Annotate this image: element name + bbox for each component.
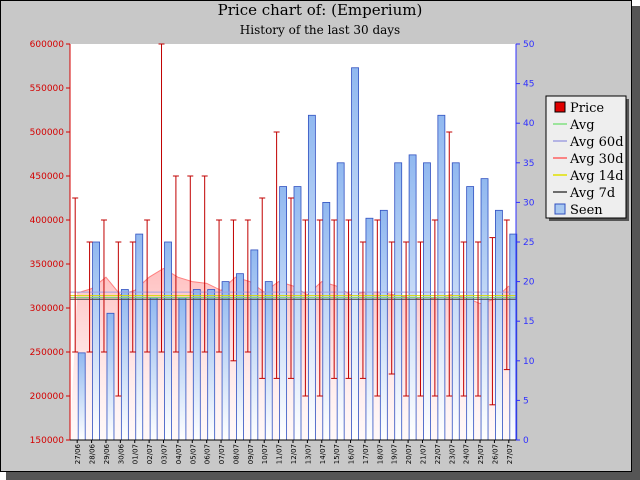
seen-bar (495, 209, 503, 441)
seen-bar (149, 297, 158, 441)
x-tick-label: 27/07 (506, 444, 514, 464)
right-tick-label: 50 (523, 40, 535, 50)
x-tick-label: 18/07 (376, 444, 384, 464)
x-tick-label: 29/06 (103, 443, 111, 464)
seen-bar (423, 162, 431, 441)
x-tick-label: 19/07 (391, 444, 399, 464)
seen-bar (178, 297, 187, 441)
seen-bar (466, 186, 475, 441)
seen-bar (135, 233, 144, 441)
x-tick-label: 26/07 (491, 444, 499, 464)
legend-label: Avg 14d (569, 169, 624, 184)
legend-label: Avg (569, 118, 595, 133)
right-tick-label: 15 (523, 317, 534, 327)
left-tick-label: 250000 (30, 348, 65, 358)
seen-bar (322, 201, 331, 441)
x-tick-label: 30/06 (117, 443, 125, 464)
x-tick-label: 04/07 (175, 444, 183, 464)
x-tick-label: 23/07 (448, 444, 456, 464)
left-tick-label: 450000 (30, 172, 65, 182)
seen-bar (307, 114, 316, 441)
right-tick-label: 35 (523, 159, 534, 169)
left-tick-label: 400000 (30, 216, 65, 226)
right-tick-label: 45 (523, 80, 534, 90)
seen-bar (437, 114, 446, 441)
x-tick-label: 20/07 (405, 444, 413, 464)
chart-title: Price chart of: (Emperium) (218, 1, 423, 19)
seen-bar (207, 289, 216, 441)
x-tick-label: 08/07 (232, 444, 240, 464)
seen-bar (264, 281, 273, 441)
x-tick-label: 27/06 (74, 443, 82, 464)
seen-bar (120, 289, 129, 441)
legend-label: Avg 7d (569, 186, 615, 201)
right-tick-label: 30 (523, 198, 535, 208)
seen-bar (379, 209, 388, 441)
seen-bar (279, 186, 288, 441)
x-tick-label: 22/07 (434, 444, 442, 464)
x-tick-label: 24/07 (463, 444, 471, 464)
seen-bar (336, 162, 345, 441)
seen-bar (365, 217, 374, 441)
seen-bar (394, 162, 403, 441)
frame-shadow-right (632, 6, 640, 480)
x-tick-label: 13/07 (304, 444, 312, 464)
legend-swatch-seen (554, 203, 566, 215)
x-tick-label: 10/07 (261, 444, 269, 464)
right-tick-label: 10 (523, 357, 535, 367)
x-tick-label: 11/07 (276, 444, 284, 464)
x-tick-label: 21/07 (419, 444, 427, 464)
x-tick-label: 14/07 (319, 444, 327, 464)
seen-bar (293, 186, 302, 441)
right-tick-label: 25 (523, 238, 534, 248)
legend-box (545, 95, 627, 219)
x-tick-label: 12/07 (290, 444, 298, 464)
left-tick-label: 200000 (30, 392, 65, 402)
legend-label: Seen (570, 203, 603, 218)
seen-bar (236, 273, 244, 441)
legend-label: Avg 60d (569, 135, 624, 150)
seen-bar (221, 281, 230, 441)
right-tick-label: 20 (523, 278, 535, 288)
left-tick-label: 600000 (30, 40, 65, 50)
left-tick-label: 350000 (30, 260, 65, 270)
seen-bar (192, 289, 201, 441)
seen-bar (250, 249, 259, 441)
chart-subtitle: History of the last 30 days (240, 23, 400, 37)
x-tick-label: 28/06 (89, 443, 97, 464)
x-tick-label: 05/07 (189, 444, 197, 464)
seen-bar (480, 178, 489, 441)
legend-label: Price (570, 101, 604, 116)
x-tick-label: 07/07 (218, 444, 226, 464)
x-tick-label: 17/07 (362, 444, 370, 464)
seen-bar (106, 312, 115, 441)
legend-label: Avg 30d (569, 152, 624, 167)
x-tick-label: 01/07 (132, 444, 140, 464)
seen-bar (92, 241, 100, 441)
right-tick-label: 40 (523, 119, 535, 129)
seen-bar (77, 352, 86, 441)
x-tick-label: 16/07 (348, 444, 356, 464)
left-tick-label: 550000 (30, 84, 65, 94)
seen-bar (451, 162, 460, 441)
x-tick-label: 06/07 (204, 444, 212, 464)
left-tick-label: 500000 (30, 128, 65, 138)
left-tick-label: 300000 (30, 304, 65, 314)
frame-shadow-bottom (6, 472, 640, 480)
x-tick-label: 02/07 (146, 444, 154, 464)
x-tick-label: 03/07 (161, 444, 169, 464)
seen-bar (164, 241, 172, 441)
x-tick-label: 25/07 (477, 444, 485, 464)
legend-swatch-price (554, 101, 566, 113)
x-tick-label: 09/07 (247, 444, 255, 464)
seen-bar (351, 67, 359, 441)
x-tick-label: 15/07 (333, 444, 341, 464)
right-tick-label: 0 (523, 436, 529, 446)
legend: Price Avg Avg 60d Avg 30d Avg 14d Avg 7d Seen (545, 95, 629, 221)
right-tick-label: 5 (523, 396, 529, 406)
left-tick-label: 150000 (30, 436, 65, 446)
